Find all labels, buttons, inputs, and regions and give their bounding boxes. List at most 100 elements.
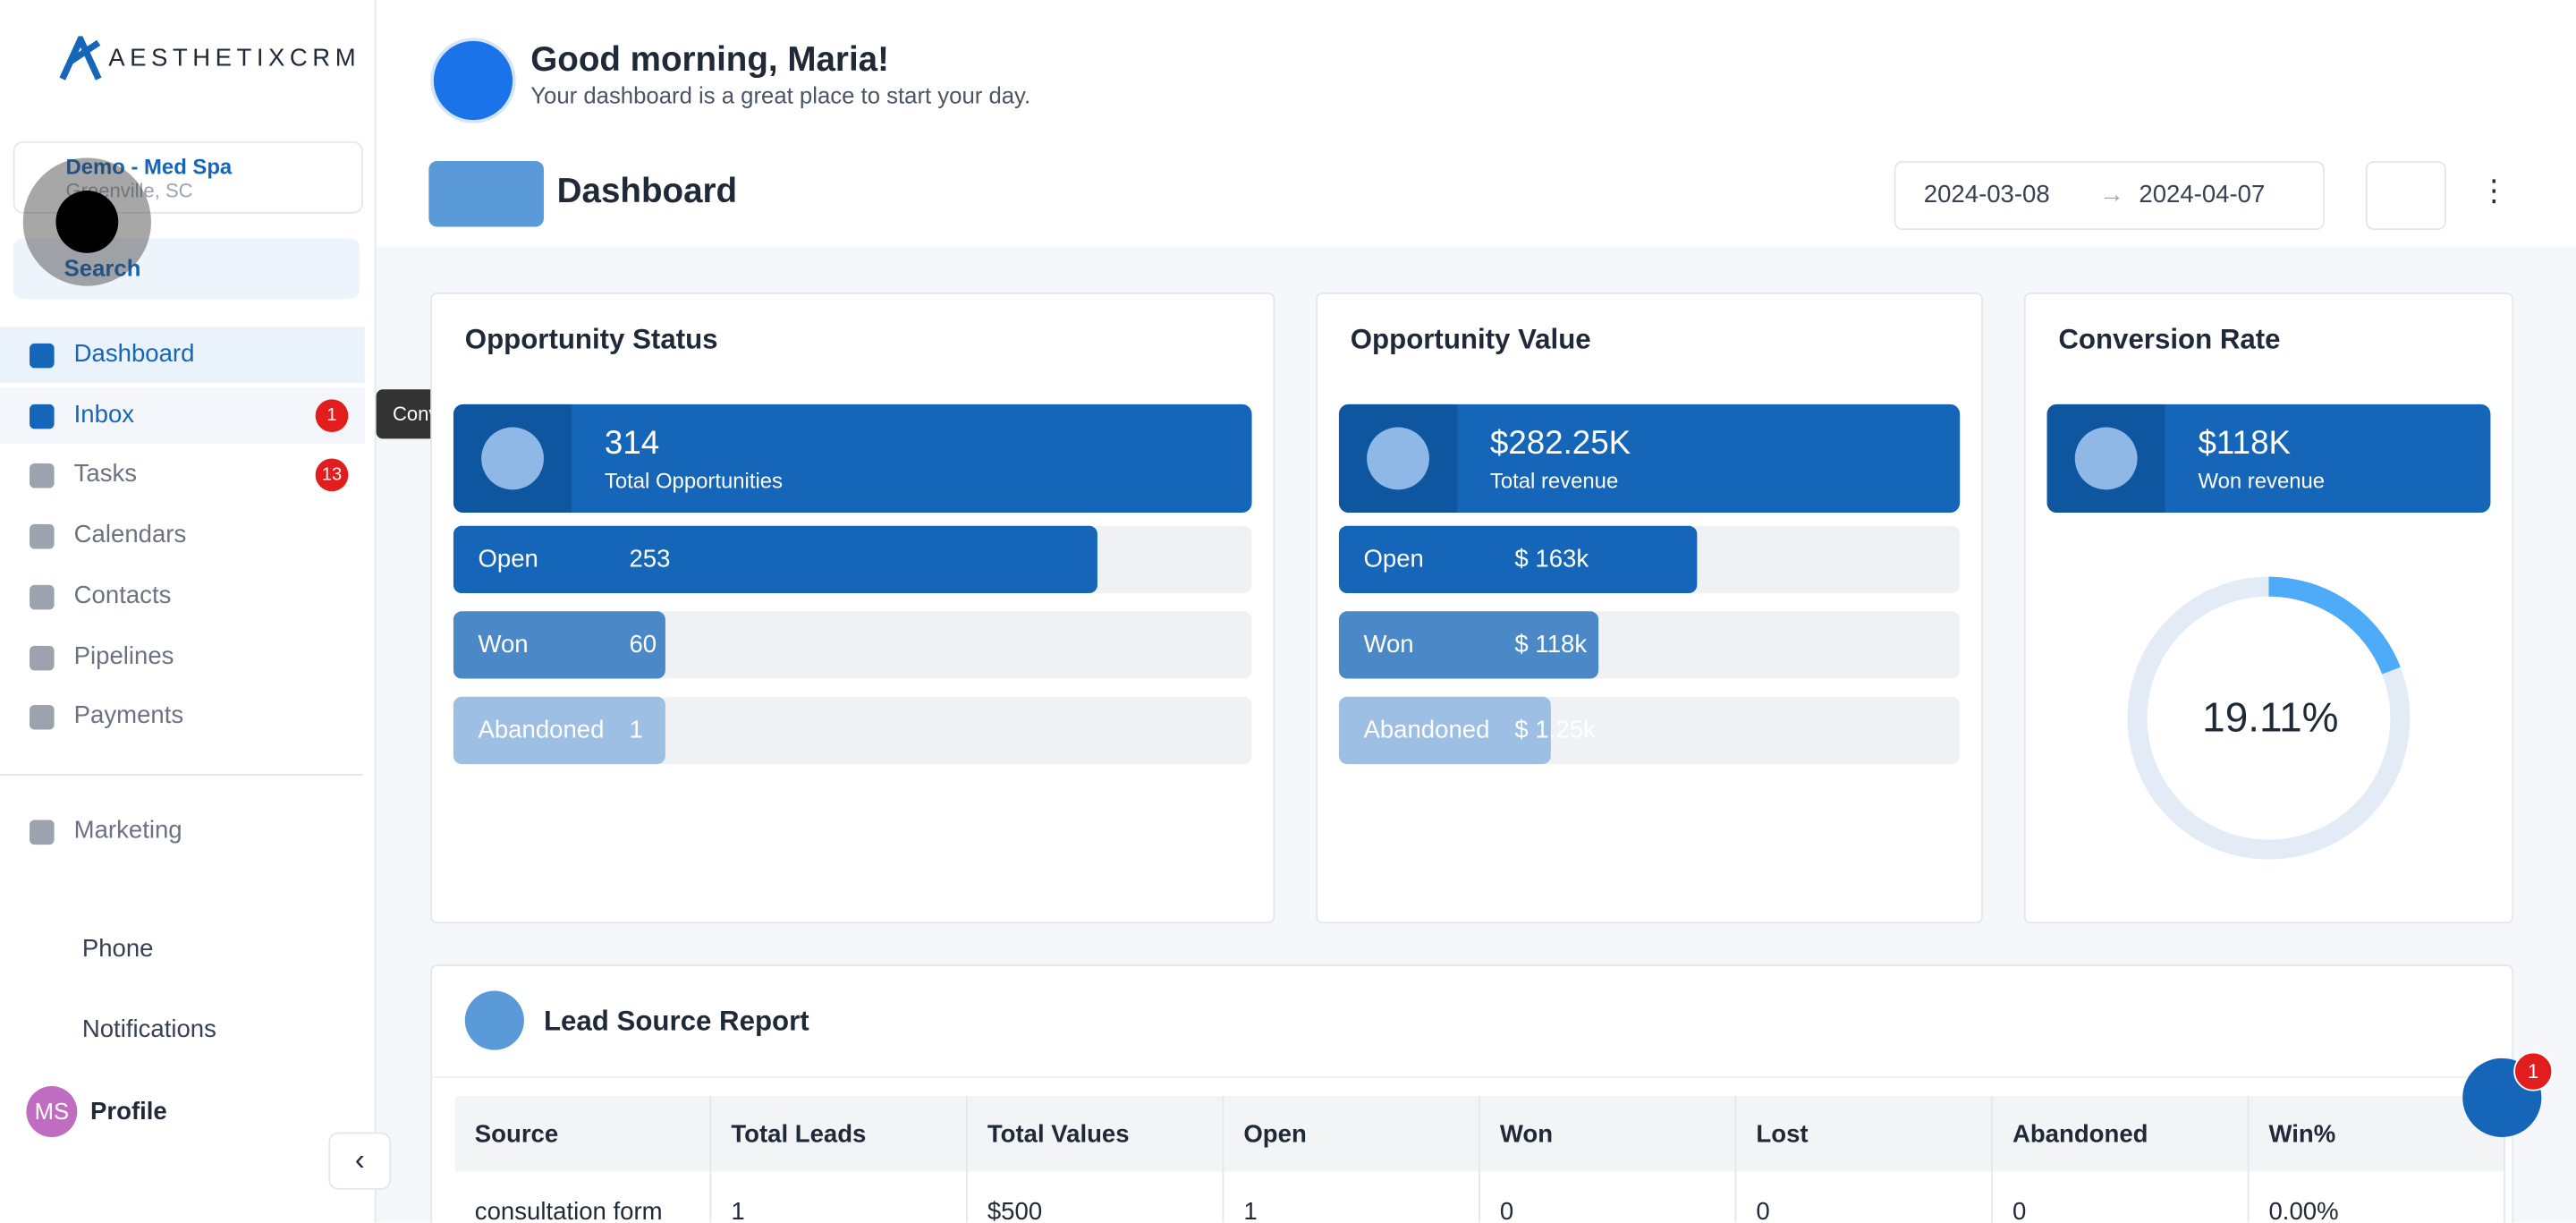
table-cell: 0.00% <box>2248 1171 2505 1223</box>
column-header: Source <box>454 1096 712 1172</box>
card: Opportunity Status 314 Total Opportunities… <box>430 292 1275 924</box>
column-header: Won <box>1479 1096 1737 1172</box>
nav-item[interactable]: Calendars <box>0 508 365 564</box>
status-label: Open <box>478 545 538 574</box>
nav-item[interactable]: Inbox 1 <box>0 386 365 444</box>
status-label: Won <box>478 631 529 659</box>
column-header: Open <box>1223 1096 1480 1172</box>
summary-label: Total Opportunities <box>604 468 784 494</box>
status-value: $ 118k <box>1514 631 1588 659</box>
location-name: Demo - Med Spa <box>65 154 233 180</box>
status-bar: Open $ 163k <box>1338 525 1698 594</box>
brand: AESTHETIXCRM <box>108 44 361 72</box>
status-track: Abandoned 1 <box>453 696 1252 765</box>
table-header-row: Source Total Leads Total Values Open Won Lost… <box>454 1096 2505 1172</box>
column-header: Lost <box>1735 1096 1993 1172</box>
summary-icon <box>1367 427 1429 490</box>
nav-profile[interactable]: Profile <box>90 1097 167 1126</box>
column-header: Win% <box>2248 1096 2505 1172</box>
status-value: 1 <box>629 716 643 745</box>
lead-card: Lead Source Report Source Total Leads Tota… <box>430 964 2514 1223</box>
layout-button[interactable] <box>428 160 544 227</box>
status-value: $ 1.25k <box>1514 716 1596 745</box>
more-button[interactable]: ⋮ <box>2479 174 2509 208</box>
status-track: Won $ 118k <box>1338 611 1961 679</box>
nav-phone[interactable]: Phone <box>81 935 154 964</box>
card: Opportunity Value $282.25K Total revenue Op… <box>1316 292 1983 924</box>
card: Conversion Rate $118K Won revenue 19.11% <box>2023 292 2514 924</box>
nav-icon <box>30 644 55 670</box>
status-track: Open 253 <box>453 525 1252 594</box>
status-track: Open $ 163k <box>1338 525 1961 594</box>
status-label: Abandoned <box>478 716 605 745</box>
column-header: Abandoned <box>1991 1096 2250 1172</box>
nav-item[interactable]: Marketing <box>0 803 365 859</box>
summary-banner: 314 Total Opportunities <box>453 403 1252 514</box>
search-label: Search <box>64 254 141 282</box>
chat-button[interactable]: 1 <box>2462 1051 2554 1137</box>
table-cell: $500 <box>966 1171 1224 1223</box>
status-bar: Open 253 <box>453 525 1097 594</box>
table-cell: 1 <box>1223 1171 1480 1223</box>
greeting-subtitle: Your dashboard is a great place to start… <box>530 81 1031 109</box>
nav-label: Pipelines <box>73 641 174 670</box>
status-label: Open <box>1363 545 1424 574</box>
table-cell: 0 <box>1735 1171 1993 1223</box>
donut <box>2127 576 2411 860</box>
nav-icon <box>30 343 55 369</box>
summary-total: $282.25K <box>1489 425 1631 463</box>
nav-icon <box>30 463 55 489</box>
search[interactable]: Search <box>13 238 360 300</box>
sidebar: AESTHETIXCRM Demo - Med Spa Greenville, … <box>0 0 392 1223</box>
card-title: Conversion Rate <box>2058 323 2281 355</box>
column-header: Total Leads <box>710 1096 968 1172</box>
cursor-highlight <box>22 157 151 286</box>
status-track: Won 60 <box>453 611 1252 679</box>
table-row: consultation form 1 $500 1 0 0 0 0.00% <box>454 1171 2505 1223</box>
nav-notifications[interactable]: Notifications <box>81 1015 216 1044</box>
status-bar: Won 60 <box>453 611 665 679</box>
profile-avatar[interactable]: MS <box>26 1086 78 1137</box>
summary-label: Total revenue <box>1489 468 1619 494</box>
card-title: Opportunity Status <box>464 323 718 355</box>
status-value: 253 <box>629 545 671 574</box>
chat-badge: 1 <box>2513 1051 2554 1091</box>
nav-item[interactable]: Contacts <box>0 568 365 624</box>
edit-button[interactable] <box>2365 160 2446 231</box>
nav-icon <box>30 705 55 730</box>
nav-label: Contacts <box>73 581 172 610</box>
summary-icon <box>481 427 544 490</box>
table-cell: consultation form <box>454 1171 712 1223</box>
table-cell: 1 <box>710 1171 968 1223</box>
date-end: 2024-04-07 <box>2139 181 2266 209</box>
nav-badge: 1 <box>315 398 349 432</box>
logo-icon <box>59 36 102 81</box>
donut-arc <box>2127 576 2411 860</box>
table-cell: 0 <box>1991 1171 2250 1223</box>
nav-label: Marketing <box>73 816 182 845</box>
status-label: Won <box>1363 631 1414 659</box>
nav-label: Tasks <box>73 460 138 489</box>
summary-total: 314 <box>604 425 660 463</box>
summary-banner: $118K Won revenue <box>2046 403 2491 514</box>
summary-icon <box>2074 427 2138 490</box>
rate-label: 19.11% <box>2202 694 2339 742</box>
date-start: 2024-03-08 <box>1923 181 2050 209</box>
nav-icon <box>30 584 55 610</box>
column-header: Total Values <box>966 1096 1224 1172</box>
lead-table: Source Total Leads Total Values Open Won Lost… <box>454 1096 2505 1223</box>
nav-item[interactable]: Payments <box>0 689 365 744</box>
status-bar: Abandoned 1 <box>453 696 665 765</box>
nav-item[interactable]: Pipelines <box>0 629 365 684</box>
nav-item[interactable]: Dashboard <box>0 327 365 383</box>
summary-banner: $282.25K Total revenue <box>1338 403 1961 514</box>
collapse-button[interactable]: ‹ <box>328 1132 392 1190</box>
status-value: $ 163k <box>1514 545 1589 574</box>
status-value: 60 <box>629 631 657 659</box>
status-label: Abandoned <box>1363 716 1490 745</box>
nav-badge: 13 <box>315 459 349 492</box>
date-range[interactable]: 2024-03-08 → 2024-04-07 <box>1894 160 2325 231</box>
nav-item[interactable]: Tasks 13 <box>0 447 365 503</box>
